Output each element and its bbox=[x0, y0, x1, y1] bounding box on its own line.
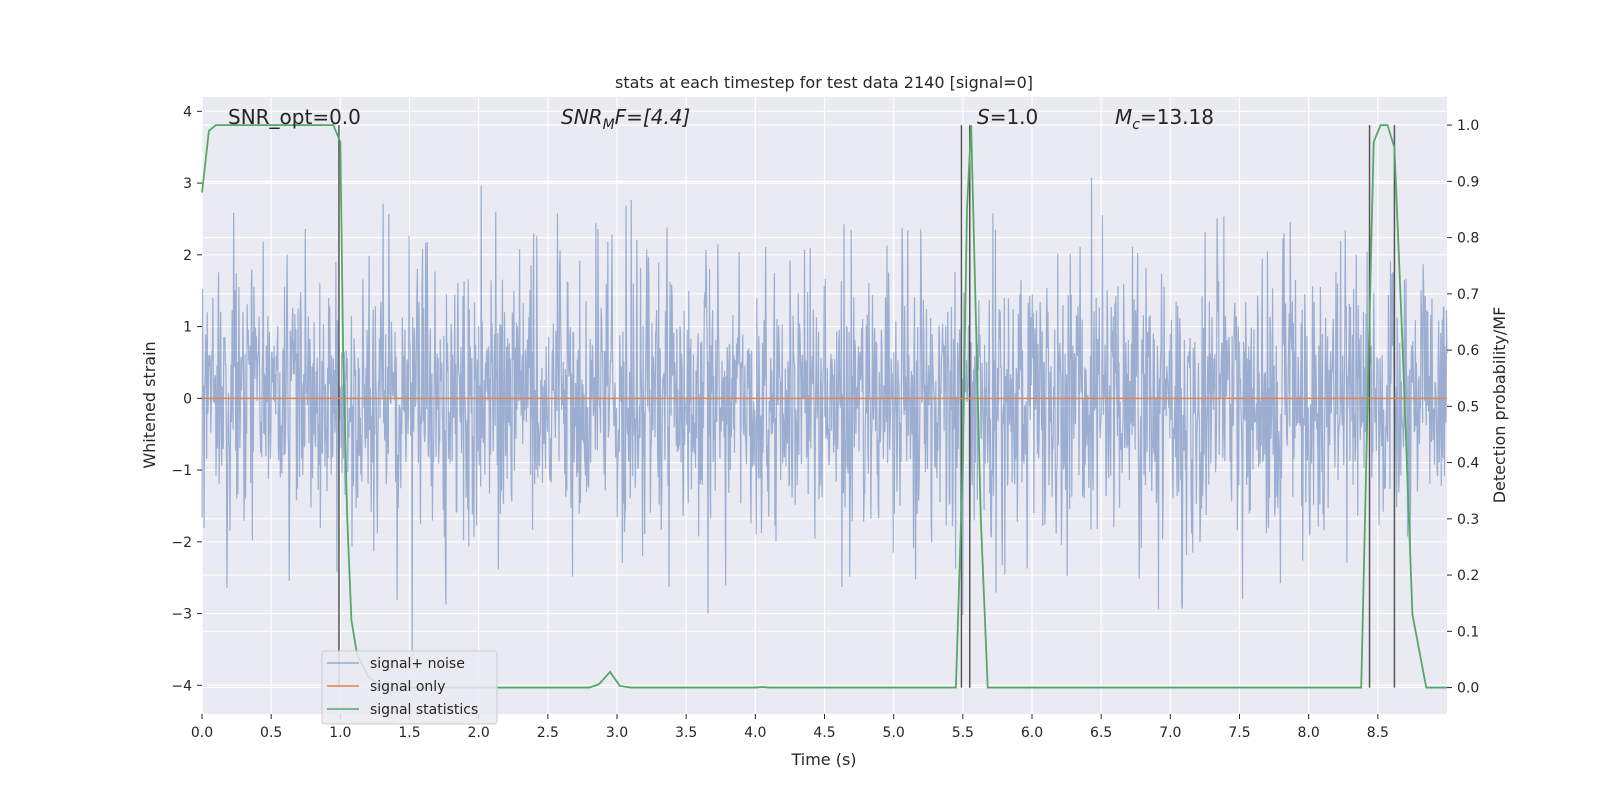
series-line-signal-noise bbox=[201, 177, 1448, 661]
detection-markers bbox=[338, 125, 1396, 688]
x-tick-label: 8.0 bbox=[1298, 725, 1320, 741]
y-right-tick-label: 1.0 bbox=[1457, 118, 1479, 134]
x-tick-label: 6.0 bbox=[1021, 725, 1043, 741]
x-tick-label: 8.5 bbox=[1367, 725, 1389, 741]
x-axis-ticks: 0.0 0.5 1.0 1.5 2.0 2.5 3.0 3.5 4.0 4.5 5.0 5.5 6.0 6… bbox=[191, 714, 1389, 741]
x-tick-label: 2.0 bbox=[468, 725, 490, 741]
y-right-tick-label: 0.5 bbox=[1457, 399, 1479, 415]
y-left-tick-label: −3 bbox=[171, 607, 192, 623]
x-tick-label: 3.0 bbox=[606, 725, 628, 741]
y-left-tick-label: −1 bbox=[171, 463, 192, 479]
y-right-tick-label: 0.3 bbox=[1457, 512, 1479, 528]
x-tick-label: 0.0 bbox=[191, 725, 213, 741]
annotation-snr-opt: SNR_opt=0.0 bbox=[228, 105, 361, 129]
y-right-tick-label: 0.8 bbox=[1457, 231, 1479, 247]
y-right-tick-label: 0.7 bbox=[1457, 287, 1479, 303]
signal-noise-series bbox=[201, 177, 1448, 661]
x-tick-label: 4.5 bbox=[813, 725, 835, 741]
y-right-tick-label: 0.4 bbox=[1457, 456, 1479, 472]
x-tick-label: 1.0 bbox=[329, 725, 351, 741]
y-left-tick-label: −4 bbox=[171, 678, 192, 694]
y-axis-label-right: Detection probability/MF bbox=[1490, 307, 1509, 504]
legend-label-signal-noise: signal+ noise bbox=[370, 656, 465, 672]
annotation-snr-mf: SNRMF=[4.4] bbox=[561, 105, 690, 133]
y-left-tick-label: −2 bbox=[171, 535, 192, 551]
legend: signal+ noise signal only signal statist… bbox=[321, 650, 498, 725]
annotation-s: S=1.0 bbox=[977, 105, 1038, 129]
chart-title: stats at each timestep for test data 214… bbox=[615, 73, 1033, 92]
x-tick-label: 0.5 bbox=[260, 725, 282, 741]
x-tick-label: 7.5 bbox=[1228, 725, 1250, 741]
series-line-signal-statistics bbox=[201, 124, 1447, 689]
y-right-tick-label: 0.2 bbox=[1457, 568, 1479, 584]
y-left-tick-label: 3 bbox=[183, 176, 192, 192]
y-left-tick-label: 4 bbox=[183, 104, 192, 120]
y-right-tick-label: 0.1 bbox=[1457, 624, 1479, 640]
x-tick-label: 6.5 bbox=[1090, 725, 1112, 741]
signal-statistics-series bbox=[201, 124, 1447, 689]
y-axis-label-left: Whitened strain bbox=[140, 341, 159, 468]
x-tick-label: 5.0 bbox=[883, 725, 905, 741]
annotation-mc: Mc=13.18 bbox=[1115, 105, 1214, 133]
y-right-tick-label: 0.0 bbox=[1457, 681, 1479, 697]
x-tick-label: 2.5 bbox=[537, 725, 559, 741]
legend-box bbox=[321, 650, 498, 725]
x-tick-label: 3.5 bbox=[675, 725, 697, 741]
y-left-tick-label: 0 bbox=[183, 391, 192, 407]
x-tick-label: 5.5 bbox=[952, 725, 974, 741]
y-left-tick-label: 2 bbox=[183, 248, 192, 264]
x-tick-label: 1.5 bbox=[398, 725, 420, 741]
y-right-tick-label: 0.9 bbox=[1457, 174, 1479, 190]
legend-label-signal-only: signal only bbox=[370, 679, 445, 695]
y-right-tick-label: 0.6 bbox=[1457, 343, 1479, 359]
right-y-axis-ticks: 1.0 0.9 0.8 0.7 0.6 0.5 0.4 0.3 0.2 0.1 0.0 bbox=[1447, 118, 1479, 697]
x-tick-label: 7.0 bbox=[1159, 725, 1181, 741]
y-left-tick-label: 1 bbox=[183, 320, 192, 336]
x-axis-label: Time (s) bbox=[790, 750, 856, 769]
legend-label-signal-statistics: signal statistics bbox=[370, 702, 478, 718]
x-tick-label: 4.0 bbox=[744, 725, 766, 741]
left-y-axis-ticks: 4 3 2 1 0 −1 −2 −3 −4 bbox=[171, 104, 202, 694]
